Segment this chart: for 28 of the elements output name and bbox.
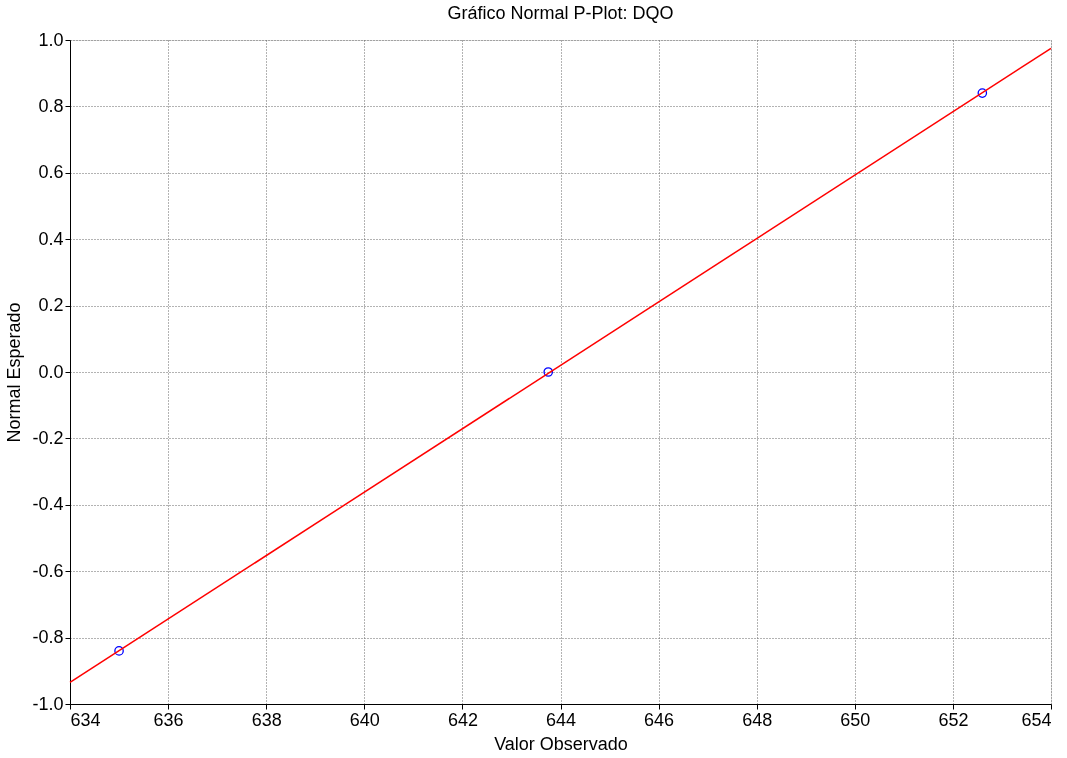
point (977, 88, 988, 98)
x-tick-label: 642 (447, 709, 478, 730)
y-axis-title: Normal Esperado (4, 302, 25, 443)
point (543, 367, 554, 377)
x-tick-label: 644 (545, 709, 577, 730)
x-tick-label: 636 (153, 709, 184, 730)
point (114, 646, 124, 656)
y-tick-label: 0.6 (38, 162, 64, 183)
y-tick-label: -0.8 (32, 627, 64, 648)
y-tick-label: -0.2 (32, 427, 64, 448)
x-tick-label: 652 (938, 709, 969, 730)
y-tick-label: 0.0 (38, 361, 64, 382)
chart-title: Gráfico Normal P-Plot: DQO (447, 3, 674, 23)
y-tick-label: -0.6 (32, 560, 64, 581)
x-tick-label: 648 (742, 709, 773, 730)
y-tick-label: 0.8 (38, 95, 64, 116)
y-tick-label: 0.2 (38, 295, 64, 316)
y-tick-label: 0.4 (38, 228, 64, 249)
x-tick-label: 646 (644, 709, 675, 730)
x-axis-title: Valor Observado (494, 733, 628, 754)
x-tick-label: 654 (1021, 709, 1052, 730)
x-tick-label: 650 (840, 709, 871, 730)
x-tick-label: 640 (349, 709, 380, 730)
x-tick-label: 638 (251, 709, 282, 730)
y-tick-label: -0.4 (32, 494, 64, 515)
y-tick-label: 1.0 (38, 29, 64, 50)
x-tick-label: 634 (70, 709, 101, 730)
y-tick-label: -1.0 (32, 693, 64, 714)
